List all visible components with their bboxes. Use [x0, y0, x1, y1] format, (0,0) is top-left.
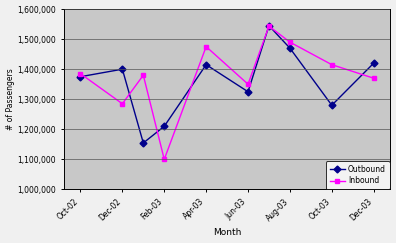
Inbound [371, 77, 376, 80]
Outbound [141, 141, 146, 144]
Outbound [78, 75, 83, 78]
Inbound [246, 83, 250, 86]
Y-axis label: # of Passengers: # of Passengers [6, 68, 15, 130]
Line: Inbound: Inbound [78, 24, 376, 162]
Inbound [120, 102, 125, 105]
Inbound [329, 63, 334, 66]
Outbound [162, 125, 167, 128]
X-axis label: Month: Month [213, 228, 241, 237]
Outbound [329, 104, 334, 107]
Outbound [204, 63, 209, 66]
Inbound [78, 72, 83, 75]
Outbound [120, 68, 125, 71]
Outbound [267, 24, 271, 27]
Inbound [162, 158, 167, 161]
Outbound [246, 90, 250, 93]
Inbound [267, 25, 271, 28]
Outbound [287, 47, 292, 50]
Legend: Outbound, Inbound: Outbound, Inbound [326, 161, 390, 189]
Inbound [204, 45, 209, 48]
Inbound [287, 41, 292, 43]
Inbound [141, 74, 146, 77]
Outbound [371, 62, 376, 65]
Line: Outbound: Outbound [78, 23, 376, 145]
